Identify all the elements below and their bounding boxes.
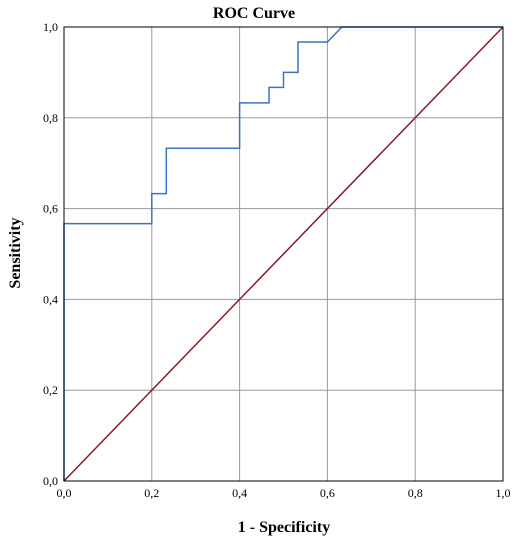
x-axis-label: 1 - Specificity [238, 519, 330, 536]
roc-curve-line [63, 26, 503, 481]
x-tick-label: 0,0 [57, 486, 72, 500]
tick-labels: 0,0 0,2 0,4 0,6 0,8 1,0 0,0 0,2 0,4 0,6 0,8 1,0 [43, 20, 511, 500]
y-tick-label: 0,8 [43, 111, 58, 125]
x-tick-label: 0,8 [408, 486, 423, 500]
y-tick-label: 0,4 [43, 292, 58, 306]
series-layer [63, 26, 504, 482]
x-tick-label: 0,4 [232, 486, 247, 500]
reference-diagonal-line [63, 26, 504, 482]
y-tick-label: 0,0 [43, 474, 58, 488]
y-tick-label: 0,6 [43, 202, 58, 216]
y-tick-label: 0,2 [43, 383, 58, 397]
x-tick-label: 0,2 [144, 486, 159, 500]
x-tick-label: 1,0 [496, 486, 511, 500]
y-axis-label: Sensitivity [7, 217, 24, 288]
plot-frame [63, 26, 504, 482]
x-tick-label: 0,6 [320, 486, 335, 500]
chart-title: ROC Curve [213, 5, 295, 22]
y-tick-label: 1,0 [43, 20, 58, 34]
